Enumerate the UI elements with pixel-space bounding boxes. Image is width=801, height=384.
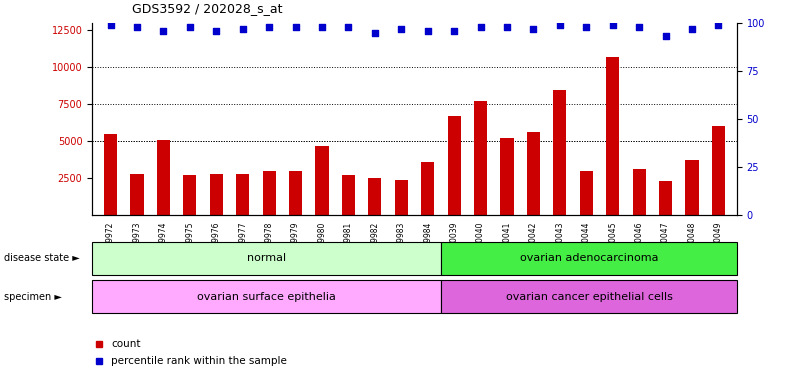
Bar	[210, 174, 223, 215]
Point	[236, 26, 249, 32]
Bar	[659, 181, 672, 215]
Point	[183, 24, 196, 30]
Bar	[421, 162, 434, 215]
Point	[448, 28, 461, 34]
Bar	[289, 171, 302, 215]
Bar	[92, 280, 441, 313]
Text: percentile rank within the sample: percentile rank within the sample	[111, 356, 288, 366]
Bar	[395, 180, 408, 215]
Point	[633, 24, 646, 30]
Bar	[712, 126, 725, 215]
Point	[210, 28, 223, 34]
Point	[342, 24, 355, 30]
Bar	[236, 174, 249, 215]
Bar	[263, 171, 276, 215]
Text: ovarian cancer epithelial cells: ovarian cancer epithelial cells	[505, 291, 673, 302]
Point	[686, 26, 698, 32]
Bar	[448, 116, 461, 215]
Text: GDS3592 / 202028_s_at: GDS3592 / 202028_s_at	[132, 2, 283, 15]
Text: ovarian surface epithelia: ovarian surface epithelia	[197, 291, 336, 302]
Point	[263, 24, 276, 30]
Text: ovarian adenocarcinoma: ovarian adenocarcinoma	[520, 253, 658, 263]
Point	[606, 22, 619, 28]
Bar	[183, 175, 196, 215]
Text: disease state ►: disease state ►	[4, 253, 80, 263]
Point	[712, 22, 725, 28]
Bar	[580, 171, 593, 215]
Point	[395, 26, 408, 32]
Point	[553, 22, 566, 28]
Text: count: count	[111, 339, 141, 349]
Bar	[474, 101, 487, 215]
Bar	[441, 242, 737, 275]
Point	[131, 24, 143, 30]
Bar	[342, 175, 355, 215]
Point	[316, 24, 328, 30]
Point	[527, 26, 540, 32]
Bar	[606, 57, 619, 215]
Bar	[633, 169, 646, 215]
Point	[659, 33, 672, 40]
Bar	[104, 134, 117, 215]
Point	[501, 24, 513, 30]
Point	[289, 24, 302, 30]
Point	[580, 24, 593, 30]
Point	[104, 22, 117, 28]
Bar	[501, 138, 513, 215]
Bar	[441, 280, 737, 313]
Bar	[92, 242, 441, 275]
Point	[474, 24, 487, 30]
Bar	[157, 140, 170, 215]
Bar	[527, 132, 540, 215]
Bar	[316, 146, 328, 215]
Point	[421, 28, 434, 34]
Point	[368, 30, 381, 36]
Point	[157, 28, 170, 34]
Bar	[368, 178, 381, 215]
Bar	[553, 89, 566, 215]
Bar	[686, 161, 698, 215]
Text: normal: normal	[248, 253, 286, 263]
Text: specimen ►: specimen ►	[4, 291, 62, 302]
Bar	[131, 174, 143, 215]
